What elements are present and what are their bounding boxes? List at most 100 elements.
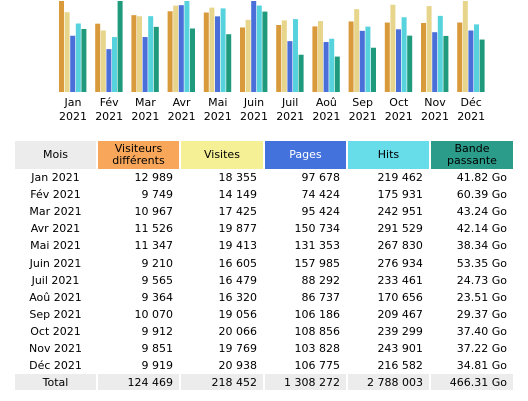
tick-month-label: Fév [100,96,119,109]
bar-visites-7 [318,21,323,93]
cell-visiteurs: 9 364 [141,290,173,304]
cell-hits: 291 529 [377,222,423,236]
cell-pages: 150 734 [294,222,340,236]
tick-month-label: Mai [208,96,227,109]
cell-pages: 108 856 [294,324,340,338]
bar-bande-3 [190,28,195,93]
bar-hits-4 [220,8,226,92]
table-total-row: Total 124 469 218 452 1 308 272 2 788 003 466… [15,374,513,391]
cell-visites: 16 605 [218,256,257,270]
cell-bande: 42.14 Go [456,222,507,236]
bar-hits-5 [256,5,262,92]
bar-visiteurs-9 [384,22,390,92]
bar-visites-3 [173,5,179,92]
tick-month-label: Avr [173,96,191,109]
cell-pages: 74 424 [301,188,340,202]
bar-hits-6 [293,19,298,92]
table-row: Sep 2021 10 070 19 056 106 186 209 467 29.37 … [15,306,513,323]
bar-visiteurs-1 [95,23,101,93]
cell-hits: 219 462 [377,171,423,185]
bar-hits-3 [184,1,190,92]
bar-bande-8 [371,47,376,92]
cell-hits: 276 934 [377,256,423,270]
table-row: Jan 2021 12 989 18 355 97 678 219 462 41.82 G… [15,169,513,186]
cell-mois: Sep 2021 [29,307,82,321]
cell-pages: 131 353 [294,239,340,253]
cell-hits: 216 582 [377,359,423,373]
tick-month-label: Oct [389,96,409,109]
bar-visiteurs-3 [167,11,173,93]
cell-mois: Aoû 2021 [29,290,82,304]
bar-pages-9 [396,29,401,92]
cell-pages: 1 308 272 [264,374,346,391]
cell-visites: 19 056 [218,307,257,321]
bar-visiteurs-2 [131,15,137,93]
table-row: Oct 2021 9 912 20 066 108 856 239 299 37.40 G… [15,323,513,340]
bar-bande-2 [153,26,159,92]
cell-pages: 106 186 [294,307,340,321]
tick-year-label: 2021 [95,110,123,123]
cell-visiteurs: 11 347 [134,239,173,253]
cell-hits: 175 931 [377,188,423,202]
cell-visites: 218 452 [180,374,263,391]
table-row: Juin 2021 9 210 16 605 157 985 276 934 53.35 … [15,254,513,271]
table-row: Aoû 2021 9 364 16 320 86 737 170 656 23.51 Go [15,289,513,306]
cell-pages: 97 678 [301,171,340,185]
cell-mois: Total [15,374,96,391]
cell-visites: 19 877 [218,222,257,236]
bar-pages-3 [178,5,184,92]
cell-mois: Mar 2021 [29,205,82,219]
cell-visiteurs: 9 919 [141,359,173,373]
cell-mois: Nov 2021 [29,341,82,355]
cell-bande: 43.24 Go [456,205,507,219]
bar-bande-6 [298,54,304,92]
bar-visiteurs-8 [348,21,354,93]
bar-pages-10 [432,32,438,92]
tick-year-label: 2021 [59,110,87,123]
bar-hits-7 [329,38,335,92]
bar-pages-7 [323,42,329,92]
cell-hits: 209 467 [377,307,423,321]
bar-hits-2 [148,16,154,93]
bar-visites-11 [462,1,468,92]
bar-visiteurs-4 [203,12,209,93]
bar-hits-0 [75,23,81,92]
bar-hits-9 [401,17,407,93]
cell-visites: 17 425 [218,205,257,219]
header-visiteurs: Visiteurs différents [97,141,179,169]
tick-year-label: 2021 [204,110,232,123]
table-row: Avr 2021 11 526 19 877 150 734 291 529 42.14 … [15,220,513,237]
cell-hits: 267 830 [377,239,423,253]
tick-year-label: 2021 [240,110,268,123]
cell-bande: 41.82 Go [456,171,507,185]
cell-visites: 20 938 [218,359,257,373]
bar-visiteurs-7 [312,26,318,92]
cell-visites: 19 413 [218,239,257,253]
cell-bande: 60.39 Go [456,188,507,202]
cell-mois: Juin 2021 [29,256,82,270]
cell-visites: 20 066 [218,324,257,338]
cell-visiteurs: 10 070 [134,307,173,321]
bar-bande-7 [334,56,340,92]
cell-mois: Déc 2021 [29,359,82,373]
bar-bande-9 [407,35,413,92]
cell-mois: Oct 2021 [30,324,81,338]
bar-visites-10 [426,6,432,93]
cell-visites: 18 355 [218,171,257,185]
cell-hits: 233 461 [377,273,423,287]
cell-pages: 103 828 [294,341,340,355]
monthly-bar-chart: Jan2021Fév2021Mar2021Avr2021Mai2021Juin2… [59,1,485,123]
tick-month-label: Juil [281,96,298,109]
bar-bande-11 [479,39,485,92]
bar-visites-0 [64,12,70,93]
table-row: Fév 2021 9 749 14 149 74 424 175 931 60.39 Go [15,186,513,203]
cell-pages: 88 292 [301,273,340,287]
bar-pages-0 [70,35,76,92]
cell-bande: 29.37 Go [456,307,507,321]
cell-pages: 106 775 [294,359,340,373]
bar-pages-5 [251,1,257,92]
cell-mois: Mai 2021 [30,239,81,253]
tick-year-label: 2021 [385,110,413,123]
cell-visiteurs: 9 565 [141,273,173,287]
bar-bande-5 [262,11,268,93]
